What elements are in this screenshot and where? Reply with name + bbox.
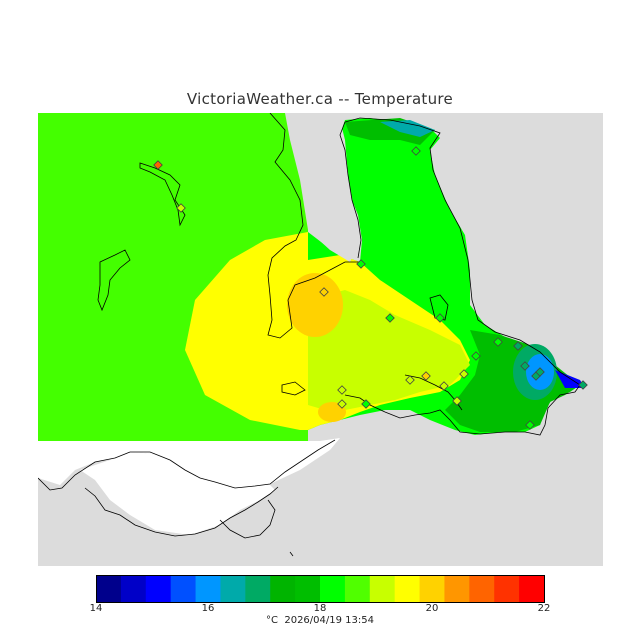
legend-tick-label: 18 xyxy=(313,603,327,614)
legend-tick-label: 14 xyxy=(89,603,103,614)
timestamp: 2026/04/19 13:54 xyxy=(284,615,374,626)
station-markers xyxy=(153,146,588,430)
color-legend xyxy=(96,575,545,603)
warm-spot xyxy=(287,273,343,337)
station-marker[interactable] xyxy=(578,380,588,390)
legend-swatch xyxy=(170,575,197,603)
legend-swatch xyxy=(145,575,172,603)
station-marker[interactable] xyxy=(405,375,415,385)
legend-tick-label: 22 xyxy=(537,603,551,614)
legend-swatch xyxy=(220,575,246,603)
station-marker[interactable] xyxy=(520,361,530,371)
legend-swatch xyxy=(344,575,371,603)
station-marker[interactable] xyxy=(153,160,163,170)
unit-label: °C xyxy=(266,615,278,626)
temperature-map xyxy=(38,113,603,566)
legend-swatch xyxy=(369,575,396,603)
map-title: VictoriaWeather.ca -- Temperature xyxy=(186,90,454,108)
legend-swatch xyxy=(444,575,470,603)
legend-swatch xyxy=(96,575,122,603)
legend-footer: °C 2026/04/19 13:54 xyxy=(0,615,640,626)
legend-swatch xyxy=(270,575,296,603)
station-marker[interactable] xyxy=(493,337,503,347)
station-marker[interactable] xyxy=(337,399,347,409)
legend-swatch xyxy=(494,575,520,603)
legend-tick-label: 16 xyxy=(201,603,215,614)
legend-tick-label: 20 xyxy=(425,603,439,614)
station-marker[interactable] xyxy=(337,385,347,395)
station-marker[interactable] xyxy=(525,420,535,430)
station-marker[interactable] xyxy=(385,313,395,323)
station-marker[interactable] xyxy=(471,351,481,361)
legend-swatch xyxy=(120,575,147,603)
station-marker[interactable] xyxy=(459,369,469,379)
station-marker[interactable] xyxy=(421,371,431,381)
station-marker[interactable] xyxy=(411,146,421,156)
station-marker[interactable] xyxy=(513,341,523,351)
station-marker[interactable] xyxy=(439,381,449,391)
legend-swatch xyxy=(419,575,445,603)
west-field xyxy=(38,113,308,441)
legend-swatch xyxy=(245,575,271,603)
station-marker[interactable] xyxy=(319,287,329,297)
station-marker[interactable] xyxy=(176,203,186,213)
legend-swatch xyxy=(469,575,495,603)
legend-swatch xyxy=(320,575,346,603)
station-marker[interactable] xyxy=(452,396,462,406)
legend-border xyxy=(96,575,545,603)
station-marker[interactable] xyxy=(535,367,545,377)
station-marker[interactable] xyxy=(361,399,371,409)
legend-swatch xyxy=(394,575,421,603)
legend-swatch xyxy=(519,575,545,603)
station-marker[interactable] xyxy=(435,313,445,323)
olympic-peninsula xyxy=(38,438,340,488)
legend-swatch xyxy=(195,575,221,603)
station-marker[interactable] xyxy=(356,259,366,269)
water-channel xyxy=(270,113,360,262)
legend-swatch xyxy=(295,575,321,603)
coastlines xyxy=(38,113,581,557)
